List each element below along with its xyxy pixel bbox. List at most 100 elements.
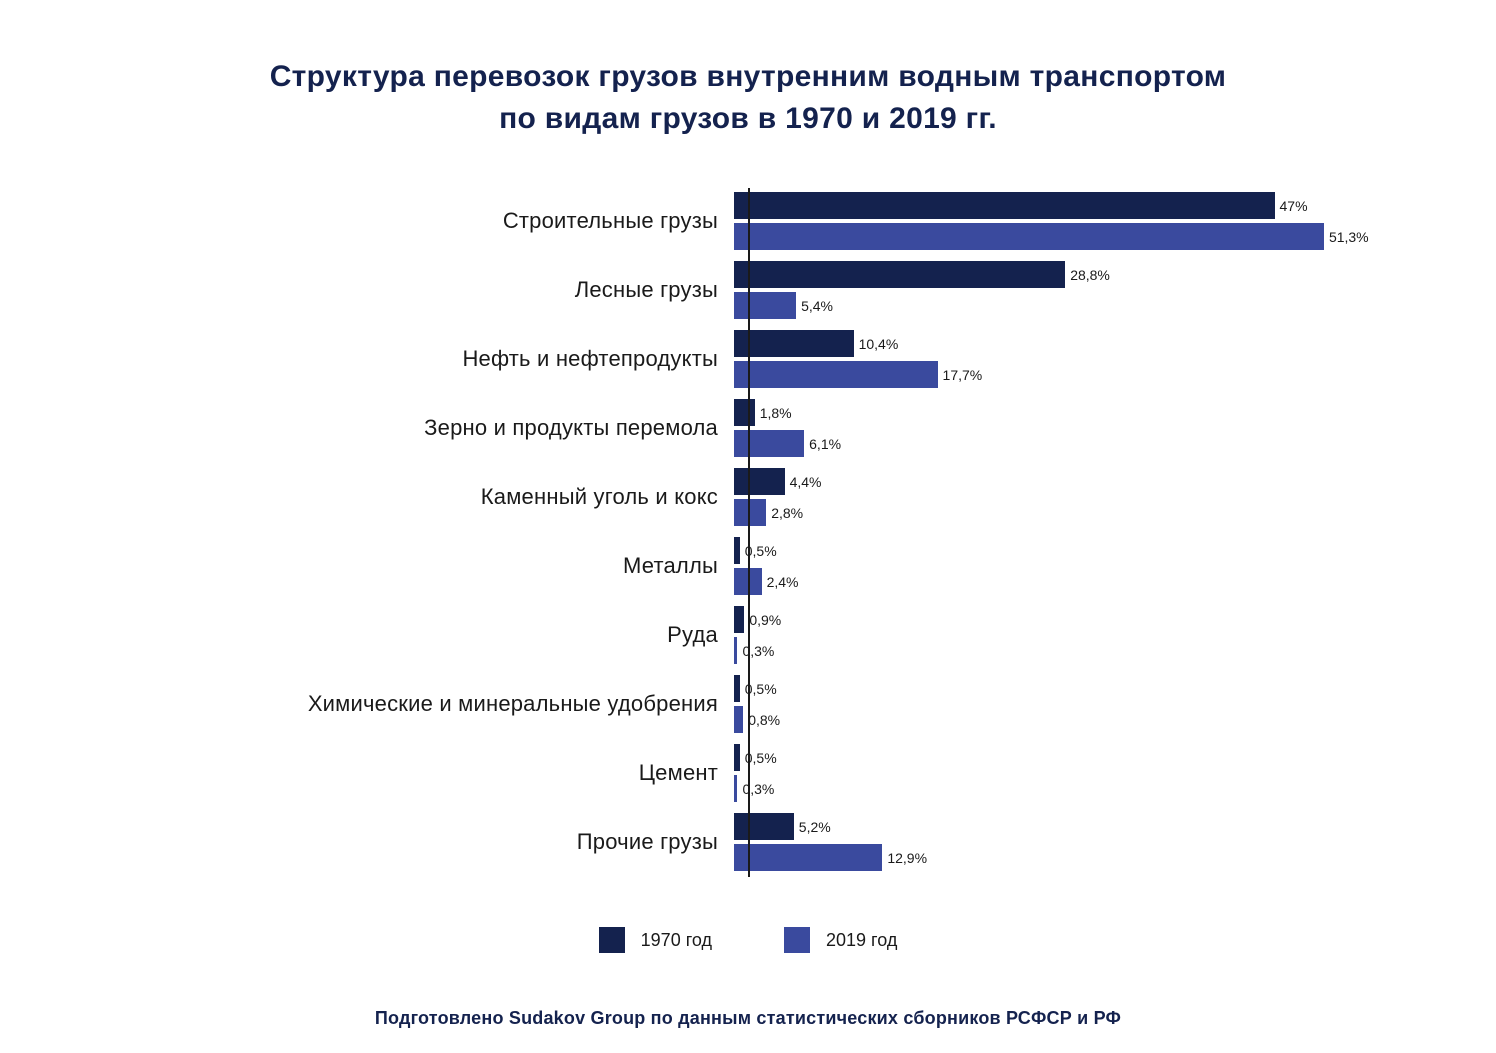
value-label-1970: 0,5% xyxy=(744,542,777,559)
bar-1970 xyxy=(734,399,755,426)
bar-line-2019: 17,7% xyxy=(734,361,1496,388)
category-row: Цемент 0,5% 0,3% xyxy=(0,744,1496,802)
value-label-2019: 2,4% xyxy=(766,573,799,590)
bar-1970 xyxy=(734,330,854,357)
bar-2019 xyxy=(734,568,762,595)
bar-1970 xyxy=(734,813,794,840)
bar-2019 xyxy=(734,430,805,457)
bar-1970 xyxy=(734,744,740,771)
bar-line-2019: 51,3% xyxy=(734,223,1496,250)
bar-1970 xyxy=(734,192,1275,219)
bar-2019 xyxy=(734,292,797,319)
category-row: Руда 0,9% 0,3% xyxy=(0,606,1496,664)
value-label-2019: 51,3% xyxy=(1328,228,1369,245)
value-label-2019: 12,9% xyxy=(887,849,928,866)
category-row: Химические и минеральные удобрения 0,5% 0,… xyxy=(0,675,1496,733)
value-label-1970: 10,4% xyxy=(858,335,899,352)
bar-group: 0,5% 0,8% xyxy=(734,675,1496,733)
value-label-2019: 17,7% xyxy=(942,366,983,383)
bar-2019 xyxy=(734,775,738,802)
bar-group: 5,2% 12,9% xyxy=(734,813,1496,871)
bar-rows: Строительные грузы 47% 51,3% Лесные грузы 28… xyxy=(0,192,1496,871)
bar-1970 xyxy=(734,675,740,702)
value-label-1970: 0,9% xyxy=(749,611,782,628)
bar-line-2019: 0,8% xyxy=(734,706,1496,733)
category-label: Зерно и продукты перемола xyxy=(424,415,718,440)
bar-line-1970: 47% xyxy=(734,192,1496,219)
category-label: Лесные грузы xyxy=(574,277,718,302)
bar-2019 xyxy=(734,706,744,733)
category-row: Строительные грузы 47% 51,3% xyxy=(0,192,1496,250)
footer-credit: Подготовлено Sudakov Group по данным ста… xyxy=(374,1008,1122,1028)
category-label: Каменный уголь и кокс xyxy=(480,484,718,509)
category-row: Прочие грузы 5,2% 12,9% xyxy=(0,813,1496,871)
category-label: Нефть и нефтепродукты xyxy=(462,346,718,371)
bar-1970 xyxy=(734,261,1066,288)
chart-title: Структура перевозок грузов внутренним во… xyxy=(0,0,1496,140)
bar-group: 1,8% 6,1% xyxy=(734,399,1496,457)
y-axis-line xyxy=(748,188,750,877)
legend-label-2019: 2019 год xyxy=(826,929,898,950)
bar-line-1970: 5,2% xyxy=(734,813,1496,840)
bar-line-2019: 2,8% xyxy=(734,499,1496,526)
legend-swatch-1970 xyxy=(598,927,625,953)
value-label-1970: 1,8% xyxy=(759,404,792,421)
bar-line-1970: 10,4% xyxy=(734,330,1496,357)
category-label: Строительные грузы xyxy=(502,208,718,233)
value-label-1970: 5,2% xyxy=(798,818,831,835)
bar-1970 xyxy=(734,537,740,564)
bar-chart: Строительные грузы 47% 51,3% Лесные грузы 28… xyxy=(0,188,1496,877)
bar-line-2019: 0,3% xyxy=(734,775,1496,802)
legend: 1970 год 2019 год xyxy=(0,927,1496,953)
category-row: Лесные грузы 28,8% 5,4% xyxy=(0,261,1496,319)
bar-group: 0,9% 0,3% xyxy=(734,606,1496,664)
legend-item-2019: 2019 год xyxy=(784,927,897,953)
bar-line-1970: 28,8% xyxy=(734,261,1496,288)
bar-line-2019: 6,1% xyxy=(734,430,1496,457)
value-label-2019: 2,8% xyxy=(771,504,804,521)
value-label-1970: 0,5% xyxy=(744,749,777,766)
value-label-1970: 47% xyxy=(1279,197,1308,214)
value-label-2019: 0,3% xyxy=(742,780,775,797)
value-label-2019: 0,8% xyxy=(748,711,781,728)
bar-line-2019: 2,4% xyxy=(734,568,1496,595)
category-label: Металлы xyxy=(622,553,718,578)
bar-line-2019: 12,9% xyxy=(734,844,1496,871)
value-label-1970: 0,5% xyxy=(744,680,777,697)
category-label: Химические и минеральные удобрения xyxy=(307,691,718,716)
chart-title-line2: по видам грузов в 1970 и 2019 гг. xyxy=(499,102,997,135)
category-row: Металлы 0,5% 2,4% xyxy=(0,537,1496,595)
value-label-2019: 6,1% xyxy=(809,435,842,452)
bar-2019 xyxy=(734,223,1324,250)
bar-2019 xyxy=(734,499,767,526)
bar-group: 28,8% 5,4% xyxy=(734,261,1496,319)
category-label: Цемент xyxy=(638,760,718,785)
bar-group: 4,4% 2,8% xyxy=(734,468,1496,526)
legend-swatch-2019 xyxy=(784,927,810,953)
bar-line-2019: 5,4% xyxy=(734,292,1496,319)
category-label: Прочие грузы xyxy=(576,829,718,854)
value-label-1970: 28,8% xyxy=(1070,266,1110,283)
legend-item-1970: 1970 год xyxy=(598,927,712,953)
chart-title-line1: Структура перевозок грузов внутренним во… xyxy=(269,60,1227,93)
category-label: Руда xyxy=(667,622,718,647)
category-row: Каменный уголь и кокс 4,4% 2,8% xyxy=(0,468,1496,526)
bar-group: 0,5% 2,4% xyxy=(734,537,1496,595)
bar-2019 xyxy=(734,637,738,664)
bar-line-1970: 0,9% xyxy=(734,606,1496,633)
legend-label-1970: 1970 год xyxy=(640,929,712,950)
bar-line-1970: 4,4% xyxy=(734,468,1496,495)
bar-line-1970: 0,5% xyxy=(734,537,1496,564)
bar-2019 xyxy=(734,844,883,871)
bar-group: 0,5% 0,3% xyxy=(734,744,1496,802)
bar-1970 xyxy=(734,606,745,633)
bar-2019 xyxy=(734,361,938,388)
bar-group: 10,4% 17,7% xyxy=(734,330,1496,388)
value-label-2019: 5,4% xyxy=(801,297,834,314)
bar-group: 47% 51,3% xyxy=(734,192,1496,250)
bar-line-1970: 0,5% xyxy=(734,744,1496,771)
bar-line-1970: 0,5% xyxy=(734,675,1496,702)
value-label-1970: 4,4% xyxy=(789,473,822,490)
bar-1970 xyxy=(734,468,785,495)
